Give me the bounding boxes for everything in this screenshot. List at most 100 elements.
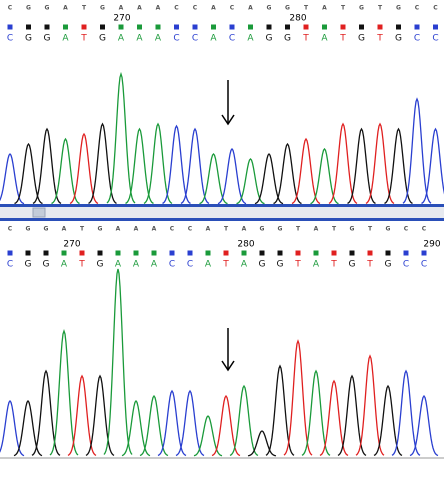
base-call: G	[25, 260, 32, 270]
base-call: C	[229, 34, 235, 44]
quality-square	[414, 24, 420, 30]
base-call: A	[247, 34, 254, 44]
base-call-small: G	[396, 5, 401, 12]
quality-square	[433, 24, 438, 30]
trace-peak	[384, 127, 413, 204]
position-label: 270	[113, 14, 130, 24]
base-call-small: G	[98, 226, 103, 233]
quality-square	[192, 24, 198, 30]
base-call-small: A	[116, 226, 121, 233]
base-call-small: C	[188, 226, 193, 233]
position-label: 280	[289, 14, 306, 24]
base-call-small: A	[211, 5, 216, 12]
quality-square	[100, 24, 105, 30]
base-call-small: G	[44, 226, 49, 233]
quality-square	[155, 24, 161, 30]
base-call-small: A	[242, 226, 247, 233]
trace-peak	[88, 122, 117, 204]
quality-square	[187, 250, 193, 256]
trace-peak	[373, 384, 403, 456]
base-call-small: G	[26, 226, 31, 233]
base-call: A	[136, 34, 143, 44]
quality-square	[223, 250, 229, 256]
quality-square	[313, 250, 319, 256]
quality-square	[322, 24, 327, 30]
base-call: A	[133, 260, 140, 270]
base-call: C	[421, 260, 427, 270]
base-call: C	[414, 34, 420, 44]
base-call-small: A	[314, 226, 319, 233]
base-call: T	[294, 260, 301, 270]
quality-square	[81, 24, 87, 30]
base-call-small: G	[278, 226, 283, 233]
base-call: A	[321, 34, 328, 44]
base-call: A	[205, 260, 212, 270]
base-call: G	[25, 34, 32, 44]
base-call: T	[222, 260, 229, 270]
quality-square	[26, 24, 31, 30]
base-call: T	[366, 260, 373, 270]
quality-square	[248, 24, 253, 30]
quality-square	[151, 250, 157, 256]
quality-square	[63, 24, 68, 30]
trace-peak	[337, 374, 367, 456]
quality-square	[377, 24, 383, 30]
base-call-small: C	[433, 5, 438, 12]
quality-square	[359, 24, 364, 30]
base-call: A	[313, 260, 320, 270]
trace-peak	[421, 127, 444, 204]
base-call: C	[432, 34, 438, 44]
base-call: G	[266, 34, 273, 44]
base-call-small: C	[174, 5, 179, 12]
quality-square	[285, 24, 290, 30]
base-call-small: G	[359, 5, 364, 12]
quality-square	[7, 250, 13, 256]
quality-square	[241, 250, 247, 256]
base-call: C	[192, 34, 198, 44]
base-call-small: G	[100, 5, 105, 12]
base-call-small: C	[404, 226, 409, 233]
base-call-small: T	[332, 226, 337, 233]
base-call-small: A	[134, 226, 139, 233]
base-call: C	[173, 34, 179, 44]
base-call-small: C	[170, 226, 175, 233]
base-call-small: C	[415, 5, 420, 12]
trace-peak	[409, 394, 439, 457]
quality-square	[421, 250, 427, 256]
base-call-small: G	[350, 226, 355, 233]
base-call-small: T	[368, 226, 373, 233]
quality-square	[385, 250, 391, 256]
trace-peak	[211, 394, 241, 457]
quality-square	[396, 24, 401, 30]
panel-border	[0, 204, 444, 207]
base-call-small: A	[248, 5, 253, 12]
quality-square	[118, 24, 124, 30]
base-call: A	[241, 260, 248, 270]
base-call: T	[339, 34, 346, 44]
base-call: C	[7, 260, 13, 270]
trace-peak	[193, 415, 223, 457]
quality-square	[331, 250, 337, 256]
base-call: G	[349, 260, 356, 270]
base-call: C	[7, 34, 13, 44]
quality-square	[303, 24, 309, 30]
quality-square	[211, 24, 216, 30]
base-call: A	[118, 34, 125, 44]
base-call-small: C	[8, 226, 13, 233]
base-call-small: G	[285, 5, 290, 12]
quality-square	[266, 24, 272, 30]
base-call-small: C	[422, 226, 427, 233]
base-call: G	[395, 34, 402, 44]
base-call: G	[259, 260, 266, 270]
base-call-small: G	[260, 226, 265, 233]
trace-peak	[319, 379, 349, 456]
trace-peak	[229, 384, 259, 456]
base-call: C	[187, 260, 193, 270]
scrollbar[interactable]	[0, 207, 444, 218]
base-call-small: A	[206, 226, 211, 233]
quality-square	[43, 250, 49, 256]
base-call-small: C	[230, 5, 235, 12]
scroll-thumb[interactable]	[32, 207, 46, 218]
base-call: G	[44, 34, 51, 44]
